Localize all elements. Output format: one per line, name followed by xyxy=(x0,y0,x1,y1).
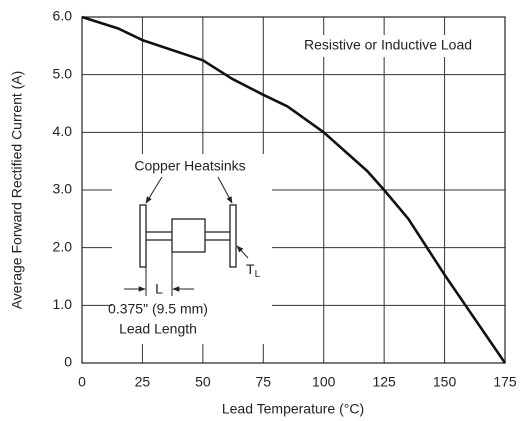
heatsink-right xyxy=(229,204,237,268)
x-tick-label: 150 xyxy=(433,374,457,390)
x-tick-label: 100 xyxy=(312,374,336,390)
y-tick-label: 4.0 xyxy=(53,123,73,139)
x-tick-label: 50 xyxy=(195,374,211,390)
x-tick-label: 75 xyxy=(255,374,271,390)
y-tick-label: 2.0 xyxy=(53,238,73,254)
arrow xyxy=(236,245,249,259)
length-value: 0.375" (9.5 mm) xyxy=(108,301,208,317)
lead-temp-sub: L xyxy=(255,269,261,280)
curve-layer xyxy=(81,15,507,364)
y-axis-label: Average Forward Rectified Current (A) xyxy=(9,71,25,310)
heatsinks-label: Copper Heatsinks xyxy=(134,158,245,174)
arrow xyxy=(217,176,233,204)
label-bg xyxy=(282,35,494,57)
curve xyxy=(81,15,507,364)
diode-body xyxy=(171,218,206,253)
y-tick-label: 6.0 xyxy=(53,8,73,24)
heatsink-diagram: Copper Heatsinks L TL 0.375" (9.5 mm) Le… xyxy=(108,154,272,344)
x-tick-label: 25 xyxy=(135,374,151,390)
y-tick-label: 1.0 xyxy=(53,296,73,312)
length-caption: Lead Length xyxy=(119,321,197,337)
lead-temp-label: TL xyxy=(246,261,261,280)
x-tick-label: 175 xyxy=(493,374,517,390)
y-tick-label: 3.0 xyxy=(53,181,73,197)
length-symbol: L xyxy=(155,281,163,297)
x-tick-label: 125 xyxy=(372,374,396,390)
arrow xyxy=(145,176,163,204)
load-note: Resistive or Inductive Load xyxy=(304,37,472,53)
lead-temp-main: T xyxy=(246,261,255,277)
y-tick-label: 0 xyxy=(64,354,72,370)
heatsink-left xyxy=(139,204,147,268)
x-axis-label: Lead Temperature (°C) xyxy=(222,401,364,417)
x-tick-label: 0 xyxy=(78,374,86,390)
y-tick-label: 5.0 xyxy=(53,65,73,81)
plot-frame xyxy=(81,16,506,364)
